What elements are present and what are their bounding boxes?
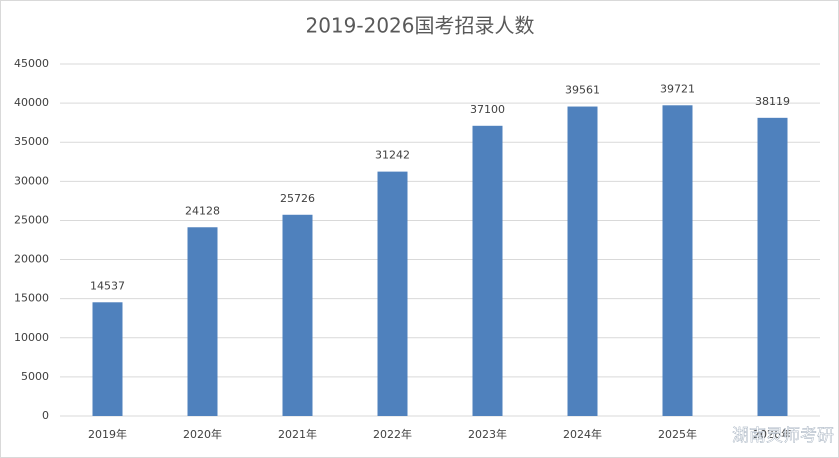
x-tick-label: 2023年 xyxy=(468,427,507,441)
y-tick-label: 0 xyxy=(42,409,49,422)
data-label: 39721 xyxy=(660,82,695,95)
data-label: 39561 xyxy=(565,84,600,97)
x-tick-label: 2024年 xyxy=(563,427,602,441)
data-label: 14537 xyxy=(90,279,125,292)
y-tick-label: 25000 xyxy=(14,213,49,226)
y-tick-label: 30000 xyxy=(14,174,49,187)
bar xyxy=(472,125,503,416)
x-tick-label: 2022年 xyxy=(373,427,412,441)
bar xyxy=(567,106,598,416)
bar xyxy=(662,105,693,416)
bar xyxy=(282,214,313,416)
y-tick-label: 40000 xyxy=(14,96,49,109)
x-tick-label: 2025年 xyxy=(658,427,697,441)
x-tick-label: 2019年 xyxy=(88,427,127,441)
y-tick-label: 15000 xyxy=(14,292,49,305)
data-label: 31242 xyxy=(375,149,410,162)
x-tick-label: 2026年 xyxy=(753,427,792,441)
data-label: 37100 xyxy=(470,103,505,116)
bar xyxy=(187,227,218,416)
y-tick-label: 10000 xyxy=(14,331,49,344)
data-label: 38119 xyxy=(755,95,790,108)
y-tick-label: 20000 xyxy=(14,253,49,266)
y-tick-label: 35000 xyxy=(14,135,49,148)
data-label: 24128 xyxy=(185,204,220,217)
watermark: 湖南灵师考研 xyxy=(732,426,834,446)
bar xyxy=(377,171,408,416)
x-tick-label: 2020年 xyxy=(183,427,222,441)
chart-title: 2019-2026国考招录人数 xyxy=(305,14,534,38)
x-tick-label: 2021年 xyxy=(278,427,317,441)
y-tick-label: 5000 xyxy=(21,370,49,383)
y-tick-label: 45000 xyxy=(14,57,49,70)
bar xyxy=(92,302,123,416)
data-label: 25726 xyxy=(280,192,315,205)
bar xyxy=(757,117,788,417)
